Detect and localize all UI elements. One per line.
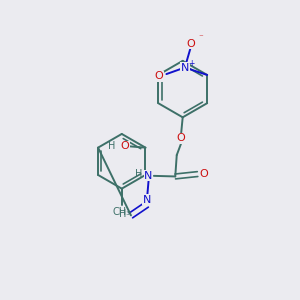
Text: N: N <box>142 195 151 205</box>
Text: ⁻: ⁻ <box>198 33 203 42</box>
Text: O: O <box>186 39 195 49</box>
Text: N: N <box>181 62 189 73</box>
Text: O: O <box>177 133 186 143</box>
Text: CH₃: CH₃ <box>113 206 131 217</box>
Text: O: O <box>154 71 164 81</box>
Text: O: O <box>200 169 208 179</box>
Text: H: H <box>109 141 116 151</box>
Text: +: + <box>188 59 195 68</box>
Text: N: N <box>144 171 153 181</box>
Text: O: O <box>120 141 129 151</box>
Text: H: H <box>119 209 126 219</box>
Text: H: H <box>135 169 142 179</box>
